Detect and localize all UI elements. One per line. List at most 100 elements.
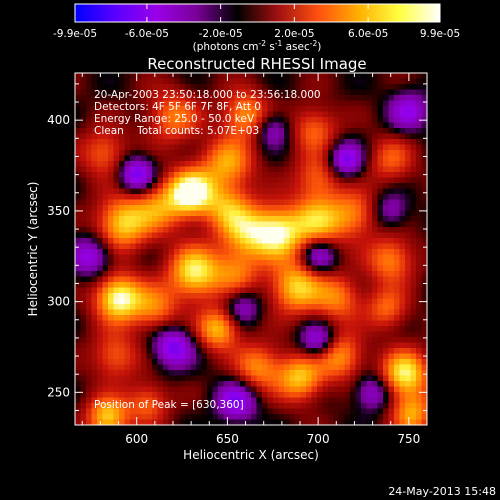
heatmap-cell [284, 331, 290, 338]
heatmap-cell [75, 408, 81, 415]
heatmap-cell [383, 348, 389, 354]
heatmap-cell [355, 177, 362, 184]
heatmap-cell [289, 238, 296, 244]
heatmap-cell [201, 271, 208, 277]
heatmap-cell [141, 392, 147, 398]
heatmap-cell [372, 392, 378, 398]
heatmap-cell [295, 221, 301, 228]
heatmap-cell [108, 249, 114, 255]
heatmap-cell [383, 408, 389, 415]
heatmap-cell [75, 375, 81, 382]
heatmap-cell [322, 172, 329, 178]
heatmap-cell [267, 364, 274, 371]
heatmap-cell [311, 419, 318, 426]
heatmap-cell [416, 84, 422, 90]
heatmap-cell [75, 144, 81, 151]
heatmap-cell [174, 205, 180, 211]
heatmap-cell [207, 183, 213, 189]
heatmap-cell [278, 133, 285, 140]
heatmap-cell [394, 375, 400, 382]
heatmap-cell [322, 260, 329, 266]
heatmap-cell [317, 381, 323, 387]
heatmap-cell [317, 183, 323, 189]
heatmap-cell [306, 89, 312, 96]
heatmap-cell [421, 111, 428, 118]
heatmap-cell [311, 238, 318, 244]
heatmap-cell [179, 194, 186, 200]
heatmap-cell [284, 375, 290, 382]
heatmap-cell [344, 84, 351, 90]
heatmap-cell [152, 348, 158, 354]
heatmap-cell [278, 386, 285, 393]
heatmap-cell [317, 298, 323, 305]
heatmap-cell [311, 249, 318, 255]
heatmap-cell [245, 221, 252, 228]
heatmap-cell [196, 150, 202, 156]
heatmap-cell [300, 370, 307, 376]
heatmap-cell [410, 315, 417, 321]
heatmap-cell [262, 117, 268, 123]
heatmap-cell [179, 106, 186, 112]
heatmap-cell [146, 117, 153, 123]
heatmap-cell [251, 144, 257, 151]
heatmap-cell [168, 254, 175, 261]
heatmap-cell [421, 133, 428, 140]
heatmap-cell [185, 265, 191, 272]
heatmap-cell [366, 359, 373, 365]
heatmap-cell [168, 84, 175, 90]
heatmap-cell [322, 139, 329, 145]
heatmap-cell [135, 370, 142, 376]
heatmap-cell [339, 199, 345, 206]
heatmap-cell [179, 287, 186, 294]
heatmap-cell [328, 194, 334, 200]
heatmap-cell [278, 183, 285, 189]
heatmap-cell [278, 216, 285, 222]
heatmap-cell [350, 271, 356, 277]
heatmap-cell [388, 419, 395, 426]
heatmap-cell [421, 287, 428, 294]
heatmap-cell [256, 331, 263, 338]
heatmap-cell [377, 397, 384, 404]
heatmap-cell [278, 210, 285, 217]
heatmap-cell [317, 133, 323, 140]
heatmap-cell [300, 216, 307, 222]
heatmap-cell [300, 100, 307, 107]
heatmap-cell [196, 271, 202, 277]
heatmap-cell [218, 320, 224, 327]
heatmap-cell [207, 298, 213, 305]
heatmap-cell [306, 111, 312, 118]
heatmap-cell [97, 364, 103, 371]
heatmap-cell [75, 210, 81, 217]
heatmap-cell [245, 144, 252, 151]
heatmap-cell [383, 238, 389, 244]
heatmap-cell [212, 95, 219, 101]
heatmap-cell [410, 188, 417, 195]
heatmap-cell [339, 309, 345, 316]
heatmap-cell [361, 139, 367, 145]
heatmap-cell [399, 84, 406, 90]
heatmap-cell [86, 419, 92, 426]
heatmap-cell [394, 161, 400, 167]
heatmap-cell [273, 309, 279, 316]
heatmap-cell [339, 243, 345, 250]
heatmap-cell [190, 161, 197, 167]
heatmap-cell [157, 177, 164, 184]
heatmap-cell [234, 282, 241, 288]
heatmap-cell [366, 216, 373, 222]
heatmap-cell [251, 375, 257, 382]
heatmap-cell [372, 249, 378, 255]
heatmap-cell [284, 397, 290, 404]
heatmap-cell [300, 309, 307, 316]
heatmap-cell [399, 150, 406, 156]
heatmap-cell [108, 100, 114, 107]
heatmap-cell [278, 161, 285, 167]
heatmap-cell [234, 298, 241, 305]
heatmap-cell [185, 403, 191, 409]
heatmap-cell [218, 243, 224, 250]
heatmap-cell [91, 315, 98, 321]
heatmap-cell [234, 122, 241, 129]
heatmap-cell [245, 326, 252, 332]
heatmap-cell [405, 128, 411, 134]
heatmap-cell [273, 287, 279, 294]
heatmap-cell [80, 177, 87, 184]
